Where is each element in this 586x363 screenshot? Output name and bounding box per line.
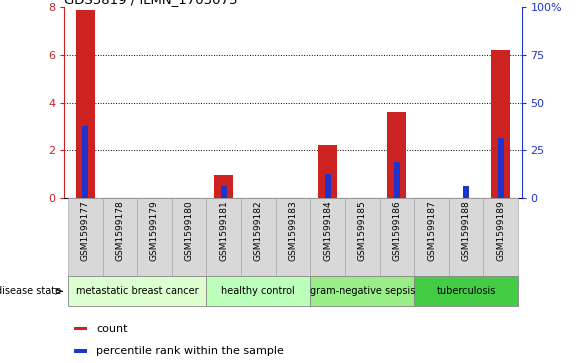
Text: metastatic breast cancer: metastatic breast cancer [76,286,199,296]
Text: tuberculosis: tuberculosis [437,286,496,296]
Bar [463,186,469,198]
Text: count: count [97,324,128,334]
Text: GSM1599183: GSM1599183 [288,200,298,261]
Text: GSM1599182: GSM1599182 [254,200,263,261]
Bar [68,277,206,306]
Bar [311,198,345,276]
Text: GDS5819 / ILMN_1703075: GDS5819 / ILMN_1703075 [64,0,238,6]
Bar [74,327,87,330]
Text: GSM1599181: GSM1599181 [219,200,228,261]
Bar [498,138,504,198]
Bar [103,198,137,276]
Bar [387,112,407,198]
Bar [414,198,449,276]
Text: GSM1599178: GSM1599178 [115,200,124,261]
Text: gram-negative sepsis: gram-negative sepsis [309,286,415,296]
Text: GSM1599185: GSM1599185 [358,200,367,261]
Bar [172,198,206,276]
Bar [76,10,95,198]
Text: GSM1599186: GSM1599186 [393,200,401,261]
Bar [68,198,103,276]
Bar [74,350,87,353]
Bar [82,126,88,198]
Bar [483,198,518,276]
Text: GSM1599184: GSM1599184 [323,200,332,261]
Text: GSM1599180: GSM1599180 [185,200,193,261]
Text: GSM1599189: GSM1599189 [496,200,505,261]
Bar [394,162,400,198]
Bar [137,198,172,276]
Text: healthy control: healthy control [222,286,295,296]
Bar [318,146,337,198]
Bar [214,175,233,198]
Bar [275,198,311,276]
Text: percentile rank within the sample: percentile rank within the sample [97,346,284,356]
Bar [221,186,227,198]
Bar [414,277,518,306]
Text: GSM1599188: GSM1599188 [462,200,471,261]
Bar [206,277,311,306]
Bar [241,198,275,276]
Bar [206,198,241,276]
Text: GSM1599179: GSM1599179 [150,200,159,261]
Text: disease state: disease state [0,286,62,296]
Bar [491,50,510,198]
Text: GSM1599177: GSM1599177 [81,200,90,261]
Text: GSM1599187: GSM1599187 [427,200,436,261]
Bar [449,198,483,276]
Bar [325,174,331,198]
Bar [311,277,414,306]
Bar [380,198,414,276]
Bar [345,198,380,276]
